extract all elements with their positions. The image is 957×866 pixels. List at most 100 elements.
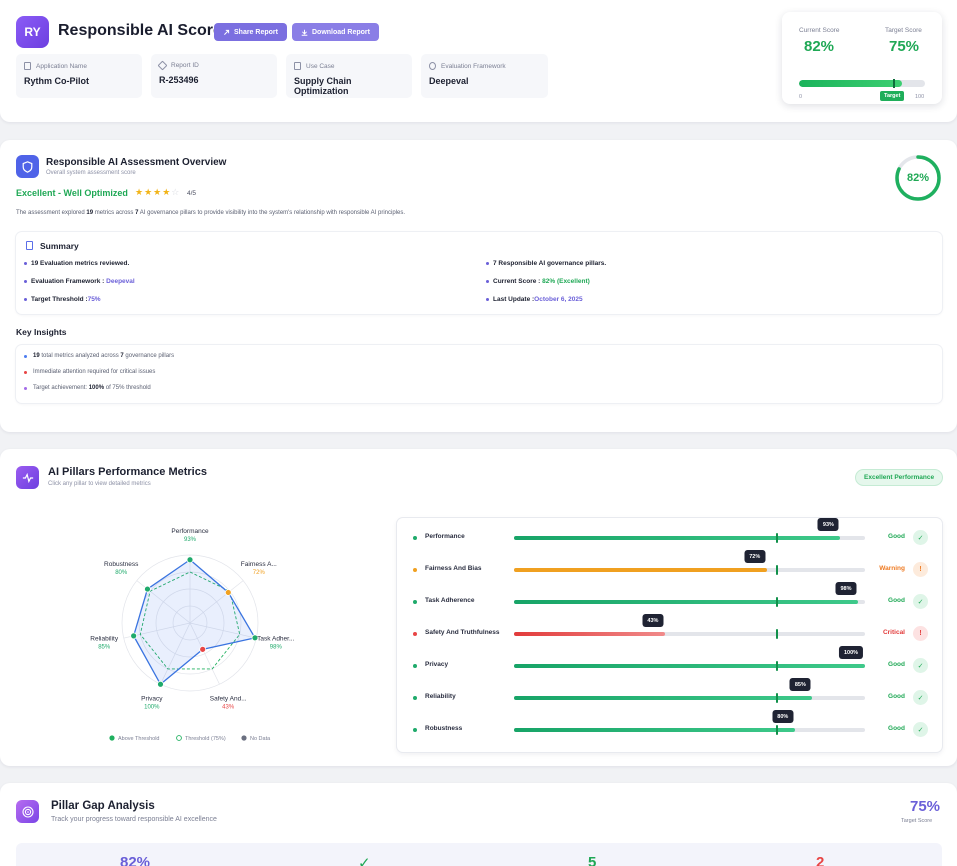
download-icon bbox=[301, 29, 308, 36]
pillar-progress-fill bbox=[514, 696, 813, 700]
radar-axis bbox=[189, 622, 257, 639]
legend-nodata-label: No Data bbox=[250, 736, 271, 742]
radar-label: Safety And... bbox=[210, 695, 247, 702]
file-icon bbox=[294, 62, 301, 70]
status-dot bbox=[413, 536, 417, 540]
insight-item: Target achievement: 100% of 75% threshol… bbox=[24, 385, 151, 391]
pillar-row-robustness[interactable]: Robustness 80% Good ✓ bbox=[397, 710, 942, 740]
target-icon bbox=[16, 800, 39, 823]
download-report-button[interactable]: Download Report bbox=[292, 23, 379, 41]
pillar-status: Good bbox=[888, 597, 905, 604]
pillar-gap-analysis-card: Pillar Gap Analysis Track your progress … bbox=[0, 783, 957, 866]
radar-point bbox=[144, 585, 151, 593]
radar-label: Robustness bbox=[104, 561, 139, 568]
radar-point bbox=[224, 589, 232, 596]
gap-title: Pillar Gap Analysis bbox=[51, 800, 155, 812]
score-progress-bar bbox=[799, 80, 925, 87]
pillar-progress-track: 72% bbox=[514, 550, 865, 575]
meta-label: Evaluation Framework bbox=[441, 62, 506, 70]
status-dot bbox=[413, 696, 417, 700]
radar-label: Reliability bbox=[90, 636, 119, 643]
status-dot bbox=[413, 600, 417, 604]
pillar-value-tooltip: 93% bbox=[817, 518, 839, 531]
pillar-status: Good bbox=[888, 693, 905, 700]
radar-label: Privacy bbox=[141, 695, 163, 702]
status-dot bbox=[413, 728, 417, 732]
gap-passing-count: 5 bbox=[588, 854, 597, 866]
pillar-name: Task Adherence bbox=[425, 597, 475, 604]
meta-label: Report ID bbox=[171, 62, 199, 69]
threshold-marker bbox=[776, 533, 779, 543]
overall-status: Excellent - Well Optimized bbox=[16, 188, 128, 198]
shield-icon bbox=[16, 155, 39, 178]
pillars-subtitle: Click any pillar to view detailed metric… bbox=[48, 481, 151, 487]
radar-value: 93% bbox=[184, 537, 197, 543]
radar-series bbox=[132, 558, 256, 686]
insight-item: 19 total metrics analyzed across 7 gover… bbox=[24, 353, 174, 359]
report-header: RY Responsible AI Score Share Report Dow… bbox=[0, 0, 957, 122]
overview-title: Responsible AI Assessment Overview bbox=[46, 157, 227, 168]
pillar-row-privacy[interactable]: Privacy 100% Good ✓ bbox=[397, 646, 942, 676]
pillar-value-tooltip: 85% bbox=[789, 678, 811, 691]
share-icon bbox=[224, 29, 230, 35]
target-score-label: Target Score bbox=[885, 27, 922, 34]
check-circle-icon: ✓ bbox=[913, 530, 928, 545]
pillar-progress-fill bbox=[514, 632, 665, 636]
app-logo: RY bbox=[16, 16, 49, 48]
threshold-marker bbox=[776, 693, 779, 703]
pillar-status: Good bbox=[888, 725, 905, 732]
pillar-progress-track: 93% bbox=[514, 518, 865, 543]
stars-empty: ☆ bbox=[171, 187, 181, 197]
pillar-progress-fill bbox=[514, 536, 841, 540]
radar-value: 43% bbox=[222, 704, 235, 710]
pillar-value-tooltip: 72% bbox=[744, 550, 766, 563]
threshold-marker bbox=[776, 725, 779, 735]
key-insights-title: Key Insights bbox=[16, 327, 67, 337]
legend-threshold-label: Threshold (75%) bbox=[185, 736, 226, 742]
pillar-value-tooltip: 98% bbox=[835, 582, 857, 595]
pillar-progress-track: 80% bbox=[514, 710, 865, 735]
radar-point bbox=[199, 645, 207, 653]
radar-label: Performance bbox=[171, 528, 209, 535]
tag-icon bbox=[157, 60, 168, 71]
rating-text: 4/5 bbox=[187, 190, 197, 197]
pillar-row-reliability[interactable]: Reliability 85% Good ✓ bbox=[397, 678, 942, 708]
check-circle-icon: ✓ bbox=[913, 722, 928, 737]
pillar-progress-fill bbox=[514, 728, 795, 732]
legend-nodata-swatch bbox=[241, 735, 247, 741]
current-score-value: 82% bbox=[804, 38, 835, 55]
meta-evaluation-framework: Evaluation Framework Deepeval bbox=[421, 54, 548, 98]
meta-value: Deepeval bbox=[429, 76, 469, 86]
summary-title: Summary bbox=[40, 241, 79, 251]
pillar-row-task-adherence[interactable]: Task Adherence 98% Good ✓ bbox=[397, 582, 942, 612]
target-badge: Target bbox=[880, 91, 905, 101]
pillar-name: Robustness bbox=[425, 725, 463, 732]
share-report-label: Share Report bbox=[234, 28, 278, 36]
radar-value: 80% bbox=[115, 570, 128, 576]
pillar-status: Critical bbox=[882, 629, 905, 636]
pillar-row-safety-and-truthfulness[interactable]: Safety And Truthfulness 43% Critical! bbox=[397, 614, 942, 644]
axis-max: 100 bbox=[915, 94, 925, 100]
share-report-button[interactable]: Share Report bbox=[214, 23, 287, 41]
meta-label: Use Case bbox=[306, 62, 335, 70]
legend-threshold-swatch bbox=[176, 735, 182, 741]
pillar-name: Fairness And Bias bbox=[425, 565, 482, 572]
pillar-row-performance[interactable]: Performance 93% Good ✓ bbox=[397, 518, 942, 548]
legend-above-swatch bbox=[109, 735, 115, 741]
threshold-marker bbox=[776, 597, 779, 607]
meta-value: Rythm Co-Pilot bbox=[24, 76, 89, 86]
check-circle-icon: ✓ bbox=[913, 594, 928, 609]
radar-point bbox=[157, 680, 164, 688]
radar-axis bbox=[189, 622, 220, 685]
summary-item: Current Score : 82% (Excellent) bbox=[486, 278, 590, 285]
threshold-marker bbox=[776, 629, 779, 639]
axis-min: 0 bbox=[799, 94, 803, 100]
download-report-label: Download Report bbox=[312, 28, 370, 36]
check-circle-icon: ✓ bbox=[913, 658, 928, 673]
summary-item: Target Threshold :75% bbox=[24, 296, 101, 303]
pillar-row-fairness-and-bias[interactable]: Fairness And Bias 72% Warning! bbox=[397, 550, 942, 580]
threshold-marker bbox=[776, 661, 779, 671]
target-marker bbox=[893, 79, 895, 88]
pillar-value-tooltip: 43% bbox=[642, 614, 664, 627]
meta-value: Supply Chain Optimization bbox=[294, 76, 352, 96]
